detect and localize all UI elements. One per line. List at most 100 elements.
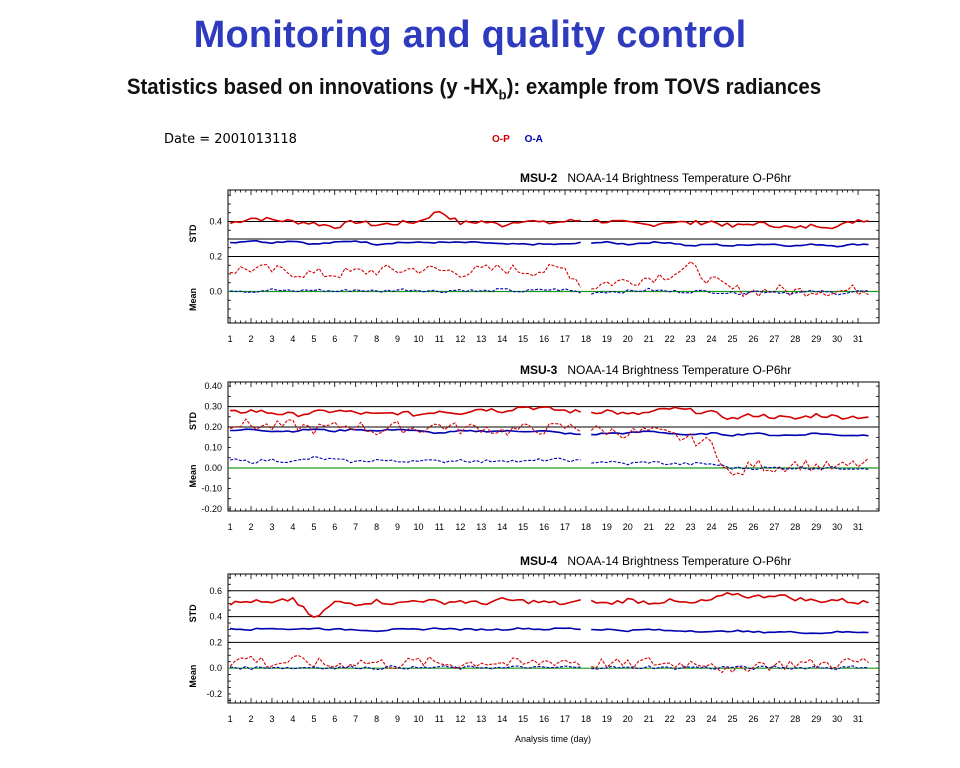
panel-title-text: NOAA-14 Brightness Temperature O-P6hr xyxy=(567,554,791,568)
x-tick-label: 16 xyxy=(539,714,549,724)
series-o-p-mean-line xyxy=(229,418,581,436)
x-tick-label: 1 xyxy=(228,334,233,344)
x-tick-label: 23 xyxy=(686,522,696,532)
subtitle-subscript: b xyxy=(498,86,507,103)
x-tick-label: 4 xyxy=(290,714,295,724)
series-o-a-mean-line xyxy=(229,455,581,464)
y-tick-label: 0.20 xyxy=(204,422,222,432)
chart-panel-msu-4: MSU-4 NOAA-14 Brightness Temperature O-P6… xyxy=(188,554,880,724)
x-tick-label: 3 xyxy=(269,334,274,344)
panel-title-channel: MSU-4 xyxy=(520,554,558,568)
series-o-a-mean-line xyxy=(230,288,581,294)
x-tick-label: 21 xyxy=(644,334,654,344)
x-tick-label: 13 xyxy=(476,334,486,344)
x-tick-label: 20 xyxy=(623,522,633,532)
x-tick-label: 19 xyxy=(602,334,612,344)
x-tick-label: 1 xyxy=(228,522,233,532)
plot-frame xyxy=(227,381,880,512)
mean-axis-label: Mean xyxy=(188,464,198,487)
x-tick-label: 28 xyxy=(790,714,800,724)
panel-title-channel: MSU-3 xyxy=(520,363,558,377)
y-tick-label: -0.2 xyxy=(206,689,222,699)
x-tick-label: 31 xyxy=(853,334,863,344)
series-o-p-mean-line xyxy=(591,260,869,297)
x-tick-label: 27 xyxy=(769,714,779,724)
x-tick-label: 23 xyxy=(686,714,696,724)
x-tick-label: 22 xyxy=(665,334,675,344)
y-tick-label: 0.2 xyxy=(209,252,222,262)
x-tick-label: 24 xyxy=(707,334,717,344)
x-tick-label: 7 xyxy=(353,714,358,724)
series-o-p-std-line xyxy=(590,592,869,605)
y-tick-label: 0.10 xyxy=(204,443,222,453)
x-tick-label: 14 xyxy=(497,714,507,724)
x-tick-label: 24 xyxy=(707,714,717,724)
x-tick-label: 31 xyxy=(853,714,863,724)
series-o-p-std-line xyxy=(591,406,869,421)
x-tick-label: 15 xyxy=(518,522,528,532)
x-tick-label: 19 xyxy=(602,714,612,724)
subtitle-main: Statistics based on innovations (y -HX xyxy=(126,74,499,99)
x-tick-label: 10 xyxy=(413,714,423,724)
y-tick-label: -0.10 xyxy=(201,483,222,493)
panel-title-channel: MSU-2 xyxy=(520,171,558,185)
y-tick-label: 0.6 xyxy=(209,586,222,596)
y-tick-label: 0.00 xyxy=(204,463,222,473)
x-tick-label: 19 xyxy=(602,522,612,532)
x-tick-label: 14 xyxy=(497,334,507,344)
legend-o-a: O-A xyxy=(524,134,543,145)
x-tick-label: 8 xyxy=(374,714,379,724)
y-tick-label: 0.4 xyxy=(209,612,222,622)
plot-frame xyxy=(227,573,880,704)
x-tick-label: 11 xyxy=(435,714,444,724)
x-tick-label: 3 xyxy=(269,522,274,532)
x-tick-label: 27 xyxy=(769,334,779,344)
x-tick-label: 11 xyxy=(435,522,444,532)
slide-title: Monitoring and quality control xyxy=(193,14,747,56)
series-o-a-std-line xyxy=(230,428,581,436)
series-o-p-std-line xyxy=(590,218,869,230)
chart-panel-msu-3: MSU-3 NOAA-14 Brightness Temperature O-P6… xyxy=(188,363,880,532)
x-tick-label: 24 xyxy=(707,522,717,532)
x-tick-label: 8 xyxy=(374,334,379,344)
x-tick-label: 9 xyxy=(395,714,400,724)
x-tick-label: 30 xyxy=(832,714,842,724)
x-tick-label: 5 xyxy=(311,334,316,344)
series-o-a-std-line xyxy=(230,239,581,246)
x-tick-label: 22 xyxy=(665,714,675,724)
series-o-a-std-line xyxy=(591,240,869,248)
x-tick-label: 14 xyxy=(497,522,507,532)
x-tick-label: 15 xyxy=(518,334,528,344)
x-tick-label: 4 xyxy=(290,522,295,532)
x-tick-label: 3 xyxy=(269,714,274,724)
x-tick-label: 12 xyxy=(455,334,465,344)
panel-title-text: NOAA-14 Brightness Temperature O-P6hr xyxy=(567,363,791,377)
x-tick-label: 25 xyxy=(727,334,737,344)
series-o-p-std-line xyxy=(230,406,582,418)
x-tick-label: 13 xyxy=(476,522,486,532)
series-o-a-mean-line xyxy=(591,460,869,471)
x-axis-label: Analysis time (day) xyxy=(515,734,591,744)
x-tick-label: 31 xyxy=(853,522,863,532)
x-tick-label: 15 xyxy=(518,714,528,724)
x-tick-label: 8 xyxy=(374,522,379,532)
x-tick-label: 25 xyxy=(727,714,737,724)
series-o-p-mean-line xyxy=(230,263,582,288)
x-tick-label: 18 xyxy=(581,334,591,344)
x-tick-label: 17 xyxy=(560,714,570,724)
x-tick-label: 18 xyxy=(581,714,591,724)
x-tick-label: 7 xyxy=(353,334,358,344)
x-tick-label: 13 xyxy=(476,714,486,724)
x-tick-label: 16 xyxy=(539,522,549,532)
y-tick-label: 0.0 xyxy=(209,663,222,673)
chart-panel-msu-2: MSU-2 NOAA-14 Brightness Temperature O-P6… xyxy=(188,171,880,344)
x-tick-label: 28 xyxy=(790,334,800,344)
y-tick-label: 0.40 xyxy=(204,381,222,391)
x-tick-label: 12 xyxy=(455,714,465,724)
x-tick-label: 21 xyxy=(644,714,654,724)
x-tick-label: 25 xyxy=(727,522,737,532)
std-axis-label: STD xyxy=(188,224,198,243)
x-tick-label: 26 xyxy=(748,522,758,532)
series-o-p-mean-line xyxy=(229,654,582,670)
